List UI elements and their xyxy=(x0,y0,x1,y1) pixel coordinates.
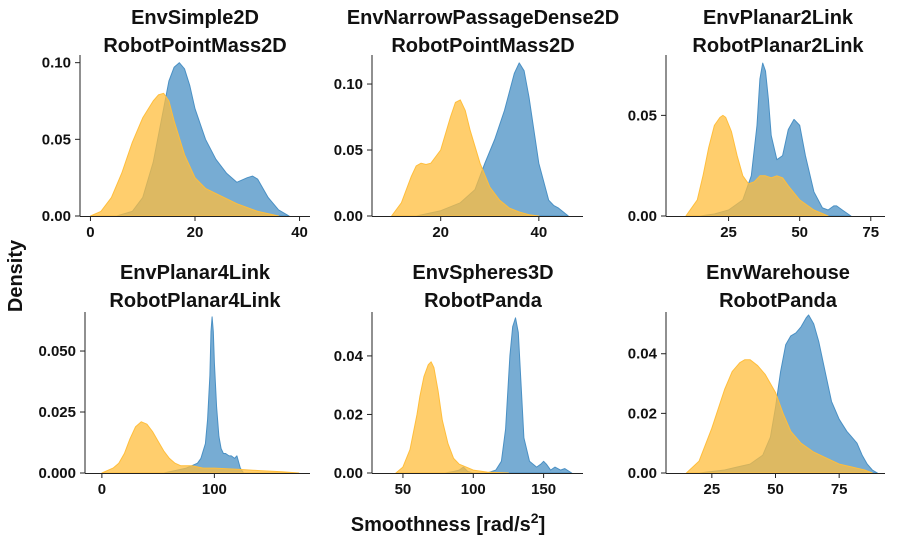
x-tick-label: 0 xyxy=(86,224,94,241)
y-tick-label: 0.000 xyxy=(38,465,76,482)
y-tick-label: 0.04 xyxy=(628,346,658,363)
x-tick-label: 50 xyxy=(791,224,808,241)
x-axis-label-superscript: 2 xyxy=(531,510,539,526)
y-tick-label: 0.04 xyxy=(334,348,364,365)
y-axis-label: Density xyxy=(5,239,27,312)
y-tick-label: 0.05 xyxy=(42,131,71,148)
subplot-4: EnvPlanar4Link RobotPlanar4Link 0 100 0.000 0… xyxy=(38,262,310,498)
x-tick-label: 20 xyxy=(187,224,204,241)
density-area-blue xyxy=(444,317,573,474)
subplot-3: EnvPlanar2Link RobotPlanar2Link 25 50 75 0.00… xyxy=(628,7,885,241)
x-tick-label: 150 xyxy=(531,481,556,498)
subplot-title-line-2: RobotPlanar2Link xyxy=(692,35,864,57)
density-area-blue xyxy=(163,316,245,474)
x-tick-label: 0 xyxy=(98,481,106,498)
x-tick-label: 75 xyxy=(831,481,848,498)
x-tick-label: 20 xyxy=(432,224,449,241)
density-area-orange xyxy=(391,99,540,217)
x-tick-label: 40 xyxy=(291,224,308,241)
subplot-1: EnvSimple2D RobotPointMass2D 0 20 40 0.00 0.05… xyxy=(42,7,310,241)
y-tick-label: 0.10 xyxy=(42,55,71,72)
y-tick-label: 0.00 xyxy=(42,208,71,225)
x-tick-label: 100 xyxy=(461,481,486,498)
x-tick-label: 25 xyxy=(720,224,737,241)
x-tick-label: 75 xyxy=(862,224,879,241)
subplot-title-line-1: EnvSimple2D xyxy=(131,7,259,29)
y-tick-label: 0.05 xyxy=(334,142,363,159)
density-area-orange xyxy=(90,92,280,217)
x-tick-label: 50 xyxy=(395,481,412,498)
density-area-orange xyxy=(101,421,300,474)
density-area-orange xyxy=(395,361,509,474)
subplot-title-line-2: RobotPanda xyxy=(719,290,838,312)
subplot-title-line-1: EnvSpheres3D xyxy=(412,262,553,284)
subplot-2: EnvNarrowPassageDense2D RobotPointMass2D 2… xyxy=(334,7,619,241)
density-area-orange xyxy=(685,359,873,474)
y-tick-label: 0.02 xyxy=(334,406,363,423)
subplot-title-line-1: EnvPlanar2Link xyxy=(703,7,854,29)
x-axis-label: Smoothness [rad/s2] xyxy=(351,510,546,536)
y-tick-label: 0.00 xyxy=(334,208,363,225)
subplot-title-line-1: EnvPlanar4Link xyxy=(120,262,271,284)
subplot-title-line-2: RobotPlanar4Link xyxy=(109,290,281,312)
x-tick-label: 25 xyxy=(703,481,720,498)
x-tick-label: 100 xyxy=(202,481,227,498)
y-tick-label: 0.00 xyxy=(628,208,657,225)
y-tick-label: 0.05 xyxy=(628,107,657,124)
y-tick-label: 0.10 xyxy=(334,76,363,93)
subplot-title-line-1: EnvWarehouse xyxy=(706,262,850,284)
subplot-title-line-1: EnvNarrowPassageDense2D xyxy=(347,7,619,29)
y-tick-label: 0.00 xyxy=(334,465,363,482)
subplot-6: EnvWarehouse RobotPanda 25 50 75 0.00 0.02 0.04 xyxy=(628,262,885,498)
subplot-title-line-2: RobotPanda xyxy=(424,290,543,312)
subplot-title-line-2: RobotPointMass2D xyxy=(103,35,286,57)
x-tick-label: 40 xyxy=(530,224,547,241)
y-tick-label: 0.025 xyxy=(38,404,76,421)
y-tick-label: 0.050 xyxy=(38,343,76,360)
subplot-5: EnvSpheres3D RobotPanda 50 100 150 0.00 0.02 0.… xyxy=(334,262,583,498)
y-tick-label: 0.02 xyxy=(628,405,657,422)
subplot-title-line-2: RobotPointMass2D xyxy=(391,35,574,57)
x-tick-label: 50 xyxy=(767,481,784,498)
density-area-orange xyxy=(685,114,829,217)
y-tick-label: 0.00 xyxy=(628,465,657,482)
